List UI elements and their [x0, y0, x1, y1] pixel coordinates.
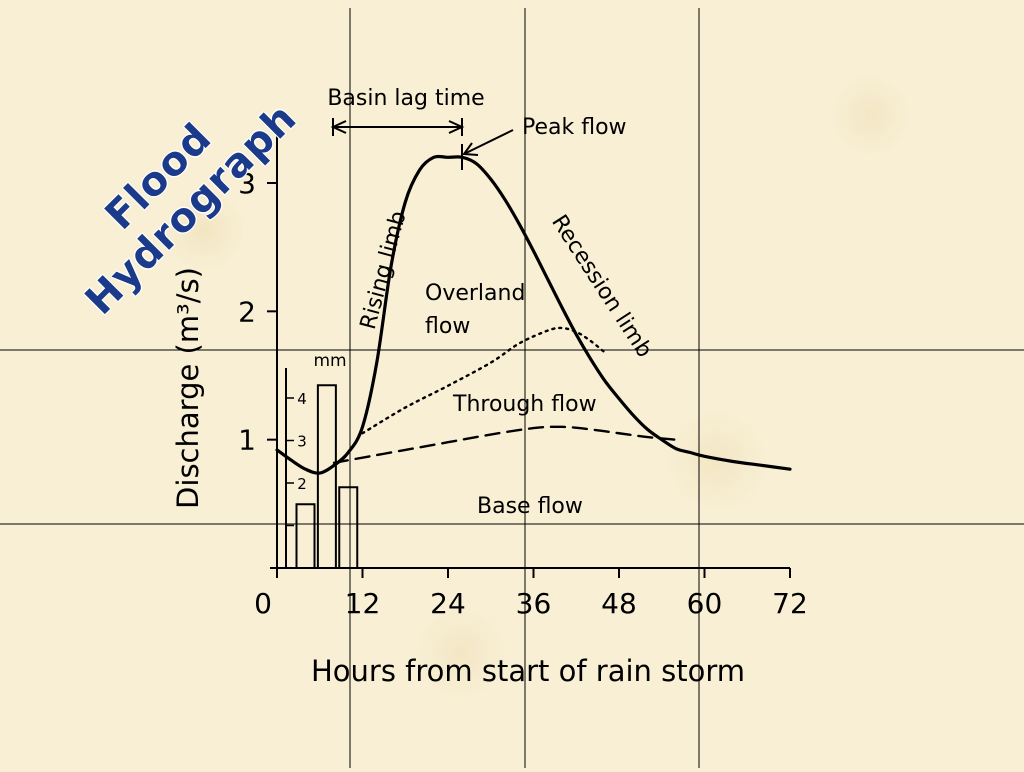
peak-flow-label: Peak flow	[522, 115, 627, 140]
basin-lag-label: Basin lag time	[327, 86, 484, 111]
rainfall-unit-label: mm	[313, 351, 346, 371]
rainfall-bar	[316, 384, 337, 569]
recession-limb-label: Recession limb	[546, 211, 657, 363]
y-ticks: 1 2 3	[238, 167, 277, 457]
rainfall-bar	[338, 486, 359, 569]
x-tick-label: 48	[601, 587, 637, 620]
series-group	[275, 154, 792, 475]
base-flow-label: Base flow	[477, 494, 583, 519]
lag-arrow-left-head	[330, 120, 347, 134]
x-tick-label: 0	[254, 587, 272, 620]
series-through-flow	[332, 425, 678, 464]
peak-arrow-head	[462, 142, 479, 156]
y-tick-label: 1	[238, 424, 256, 457]
y-tick-label: 2	[238, 295, 256, 328]
x-tick-label: 36	[516, 587, 552, 620]
rainfall-bars: 2 3 4 mm	[285, 351, 359, 569]
rainfall-tick-label: 3	[297, 433, 307, 451]
rainfall-tick-label: 2	[297, 475, 307, 493]
rising-limb-label: Rising limb	[356, 208, 412, 332]
rainfall-bar	[295, 503, 316, 569]
x-tick-label: 12	[345, 587, 381, 620]
overland-flow-label: Overland flow	[425, 281, 532, 339]
lag-arrow-right-head	[448, 120, 465, 134]
peak-arrow-line	[465, 129, 514, 154]
basin-lag-marker	[330, 118, 465, 170]
rainfall-tick-label: 4	[297, 390, 307, 408]
x-ticks: 0 12 24 36 48 60 72	[254, 568, 808, 620]
series-storm-hydrograph	[275, 154, 792, 475]
x-axis-label: Hours from start of rain storm	[311, 654, 745, 688]
y-axis-label: Discharge (m³/s)	[171, 267, 205, 509]
peak-flow-arrow	[462, 129, 514, 156]
guide-lines	[0, 8, 1024, 768]
through-flow-label: Through flow	[452, 392, 597, 417]
overland-flow-label-line2: flow	[425, 314, 470, 339]
x-tick-label: 72	[772, 587, 808, 620]
series-overland-flow	[361, 326, 606, 435]
x-tick-label: 60	[687, 587, 723, 620]
x-tick-label: 24	[430, 587, 466, 620]
y-tick-label: 3	[238, 167, 256, 200]
overland-flow-label-line1: Overland	[425, 281, 525, 306]
